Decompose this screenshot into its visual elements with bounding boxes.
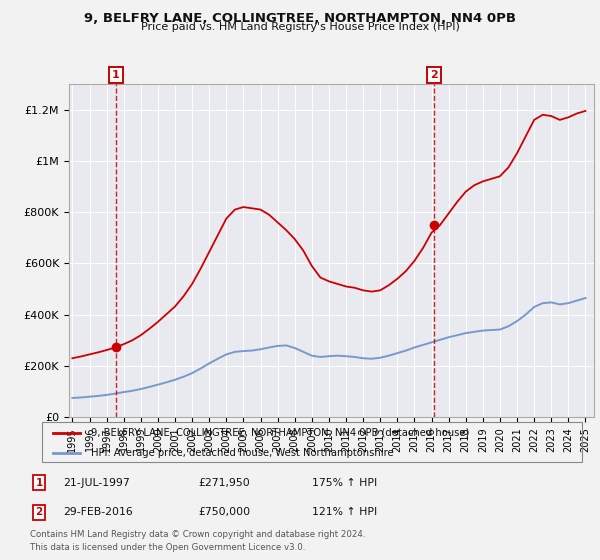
Text: This data is licensed under the Open Government Licence v3.0.: This data is licensed under the Open Gov… — [30, 543, 305, 552]
Text: 1: 1 — [112, 70, 120, 80]
Text: £750,000: £750,000 — [198, 507, 250, 517]
Text: 2: 2 — [35, 507, 43, 517]
Text: 121% ↑ HPI: 121% ↑ HPI — [312, 507, 377, 517]
Text: 2: 2 — [431, 70, 439, 80]
Text: Price paid vs. HM Land Registry's House Price Index (HPI): Price paid vs. HM Land Registry's House … — [140, 22, 460, 32]
Text: 175% ↑ HPI: 175% ↑ HPI — [312, 478, 377, 488]
Text: 9, BELFRY LANE, COLLINGTREE, NORTHAMPTON, NN4 0PB: 9, BELFRY LANE, COLLINGTREE, NORTHAMPTON… — [84, 12, 516, 25]
Text: £271,950: £271,950 — [198, 478, 250, 488]
Text: 1: 1 — [35, 478, 43, 488]
Text: HPI: Average price, detached house, West Northamptonshire: HPI: Average price, detached house, West… — [91, 448, 393, 458]
Text: Contains HM Land Registry data © Crown copyright and database right 2024.: Contains HM Land Registry data © Crown c… — [30, 530, 365, 539]
Text: 9, BELFRY LANE, COLLINGTREE, NORTHAMPTON, NN4 0PB (detached house): 9, BELFRY LANE, COLLINGTREE, NORTHAMPTON… — [91, 428, 469, 438]
Text: 29-FEB-2016: 29-FEB-2016 — [63, 507, 133, 517]
Text: 21-JUL-1997: 21-JUL-1997 — [63, 478, 130, 488]
